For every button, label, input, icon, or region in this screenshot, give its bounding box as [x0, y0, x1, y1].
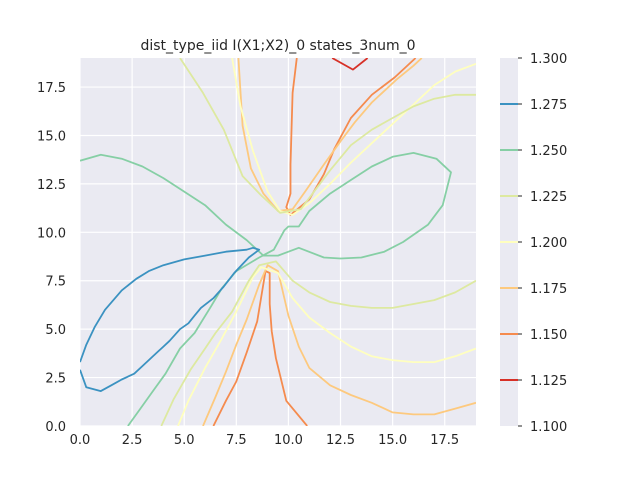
y-tick-label: 2.5: [45, 372, 66, 387]
colorbar-tick-label: 1.200: [530, 236, 567, 251]
contour-lines: [80, 58, 476, 426]
contour-line-1.125: [331, 58, 369, 71]
contour-line-1.225: [179, 58, 476, 214]
x-tick-label: 7.5: [226, 433, 247, 448]
colorbar: 1.100 1.125 1.150 1.175 1.200 1.225 1.250 1.275…: [500, 52, 567, 435]
colorbar-tick-label: 1.300: [530, 52, 567, 67]
y-tick-label: 12.5: [37, 178, 66, 193]
colorbar-tick-label: 1.275: [530, 98, 567, 113]
plot-area: 0.0 2.5 5.0 7.5 10.0 12.5 15.0 17.5 0.0 2.5 5.0 7.5…: [37, 58, 476, 448]
x-tick-label: 15.0: [378, 433, 407, 448]
colorbar-tick-label: 1.150: [530, 328, 567, 343]
contour-line-1.200: [231, 58, 476, 216]
colorbar-tick-label: 1.225: [530, 190, 567, 205]
colorbar-tick-label: 1.125: [530, 374, 567, 389]
x-tick-label: 5.0: [174, 433, 195, 448]
contour-line-1.150: [212, 270, 308, 426]
colorbar-tick-label: 1.100: [530, 420, 567, 435]
x-tick-label: 17.5: [430, 433, 459, 448]
colorbar-tick-label: 1.250: [530, 144, 567, 159]
x-tick-label: 10.0: [274, 433, 303, 448]
colorbar-tick-label: 1.175: [530, 282, 567, 297]
y-tick-label: 10.0: [37, 226, 66, 241]
contour-line-1.175: [202, 264, 476, 426]
chart-title: dist_type_iid I(X1;X2)_0 states_3num_0: [140, 38, 415, 54]
y-tick-label: 17.5: [37, 81, 66, 96]
contour-line-1.175: [237, 58, 423, 212]
contour-line-1.200: [177, 266, 476, 426]
x-tick-label: 2.5: [122, 433, 143, 448]
contour-line-1.250: [80, 152, 452, 426]
contour-line-1.275: [80, 246, 261, 392]
y-tick-label: 0.0: [45, 420, 66, 435]
x-tick-label: 0.0: [70, 433, 91, 448]
y-tick-label: 15.0: [37, 129, 66, 144]
y-tick-label: 5.0: [45, 323, 66, 338]
x-tick-label: 12.5: [326, 433, 355, 448]
y-tick-label: 7.5: [45, 275, 66, 290]
contour-line-1.225: [160, 260, 476, 426]
